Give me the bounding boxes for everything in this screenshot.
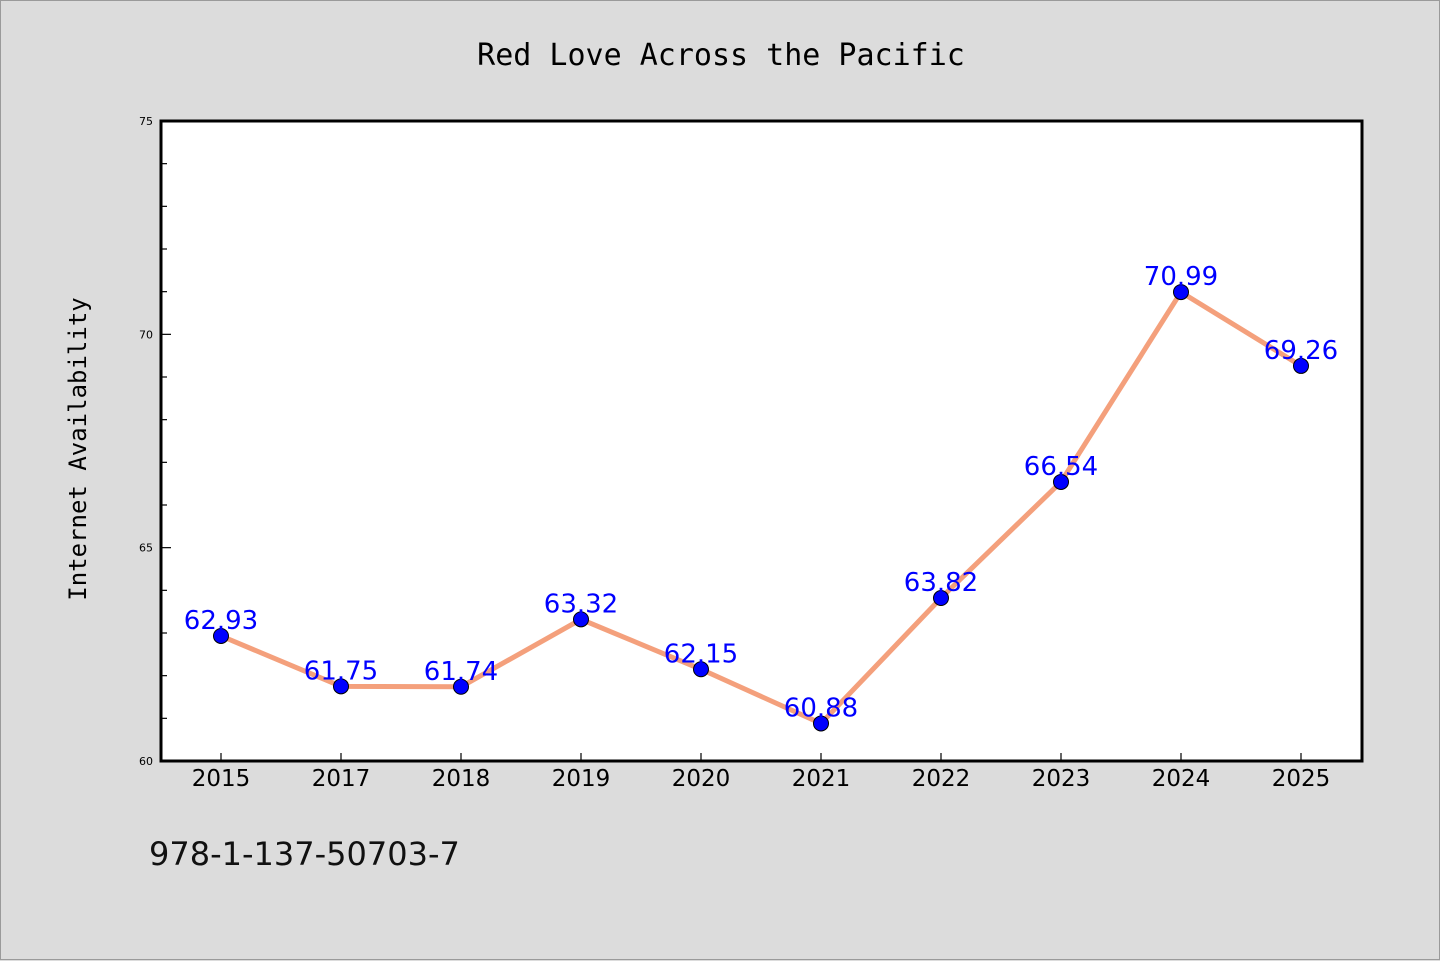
data-point — [933, 590, 949, 607]
x-tick-label: 2023 — [1032, 766, 1091, 792]
data-point — [813, 715, 829, 732]
x-tick-label: 2025 — [1272, 766, 1331, 792]
chart-title: Red Love Across the Pacific — [477, 38, 965, 73]
data-label: 61.75 — [304, 656, 378, 686]
x-tick-label: 2022 — [912, 766, 971, 792]
x-tick-label: 2021 — [792, 766, 851, 792]
data-point — [453, 678, 469, 695]
data-label: 69.26 — [1264, 336, 1338, 366]
x-tick-label: 2019 — [552, 766, 611, 792]
data-label: 61.74 — [424, 657, 498, 687]
y-axis-label: Internet Availability — [64, 297, 92, 600]
data-point — [1293, 357, 1309, 374]
x-tick-label: 2018 — [432, 766, 491, 792]
plot-area — [159, 119, 1364, 763]
x-tick-label: 2024 — [1152, 766, 1211, 792]
data-markers — [213, 284, 1309, 732]
y-tick-label: 60 — [139, 755, 153, 768]
data-point — [573, 611, 589, 628]
data-labels: 62.93 61.75 61.74 63.32 62.15 60.88 63.82 66.54… — [184, 262, 1338, 723]
data-label: 60.88 — [784, 693, 858, 723]
x-tick-label: 2020 — [672, 766, 731, 792]
data-point — [333, 678, 349, 695]
data-label: 70.99 — [1144, 262, 1218, 292]
data-point — [693, 661, 709, 678]
data-label: 62.15 — [664, 639, 738, 669]
y-tick-label: 65 — [139, 542, 153, 555]
data-label: 63.82 — [904, 568, 978, 598]
data-point — [1053, 473, 1069, 490]
x-tick-label: 2015 — [192, 766, 251, 792]
data-label: 66.54 — [1024, 452, 1098, 482]
data-label: 62.93 — [184, 606, 258, 636]
x-tick-label: 2017 — [312, 766, 371, 792]
y-tick-label: 70 — [139, 328, 153, 341]
data-label: 63.32 — [544, 589, 618, 619]
data-point — [213, 627, 229, 644]
footer-code: 978-1-137-50703-7 — [149, 835, 460, 873]
y-axis-ticks: 60 65 70 75 — [139, 115, 171, 768]
data-point — [1173, 284, 1189, 301]
y-tick-label: 75 — [139, 115, 153, 128]
series-line — [218, 289, 1304, 726]
x-axis-ticks: 2015 2017 2018 2019 2020 2021 2022 2023 2024 2025 — [192, 753, 1331, 792]
